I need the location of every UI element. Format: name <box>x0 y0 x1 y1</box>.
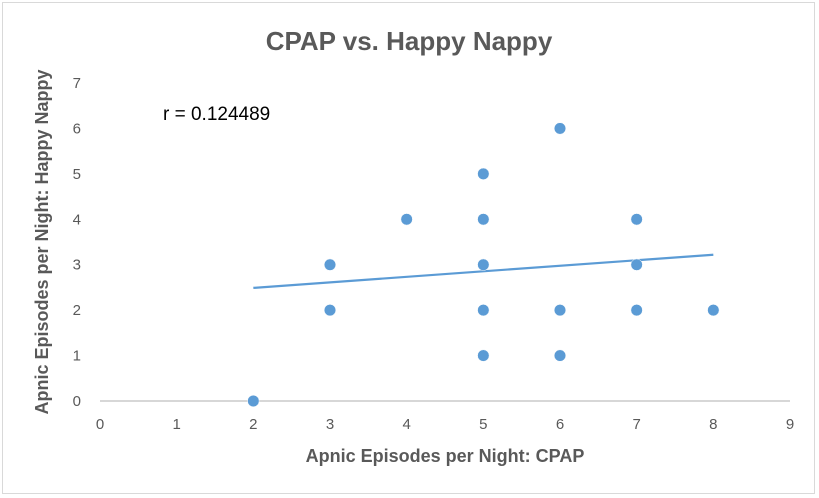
correlation-annotation: r = 0.124489 <box>163 104 270 125</box>
data-point <box>477 258 490 271</box>
chart-title: CPAP vs. Happy Nappy <box>266 26 553 56</box>
data-point <box>477 304 490 317</box>
y-axis-label: Apnic Episodes per Night: Happy Nappy <box>32 69 52 414</box>
y-tick-label: 2 <box>73 302 81 319</box>
data-point <box>477 349 490 362</box>
data-point <box>630 213 643 226</box>
x-tick-label: 4 <box>402 416 410 433</box>
data-point <box>323 304 337 317</box>
y-tick-label: 7 <box>73 75 81 92</box>
data-point <box>477 167 490 180</box>
x-tick-label: 2 <box>249 416 257 433</box>
x-tick-label: 9 <box>786 416 794 433</box>
y-tick-label: 6 <box>73 120 81 137</box>
y-tick-label: 5 <box>73 166 81 183</box>
data-point <box>477 213 490 226</box>
x-tick-label: 3 <box>326 416 334 433</box>
y-tick-label: 1 <box>73 348 81 365</box>
data-point <box>553 349 567 362</box>
y-tick-label: 3 <box>73 257 81 274</box>
x-tick-label: 5 <box>479 416 487 433</box>
x-tick-label: 8 <box>709 416 717 433</box>
data-point <box>553 122 567 135</box>
y-tick-label: 4 <box>73 211 81 228</box>
data-point <box>400 213 413 226</box>
data-point <box>323 258 337 271</box>
data-point <box>630 304 643 317</box>
x-tick-label: 1 <box>172 416 180 433</box>
x-tick-label: 7 <box>632 416 640 433</box>
data-point <box>553 304 567 317</box>
x-tick-label: 0 <box>96 416 104 433</box>
x-tick-label: 6 <box>556 416 564 433</box>
y-tick-label: 0 <box>73 393 81 410</box>
data-point <box>707 304 720 317</box>
data-point <box>247 394 260 408</box>
x-axis-label: Apnic Episodes per Night: CPAP <box>306 446 585 466</box>
data-point <box>630 258 643 271</box>
